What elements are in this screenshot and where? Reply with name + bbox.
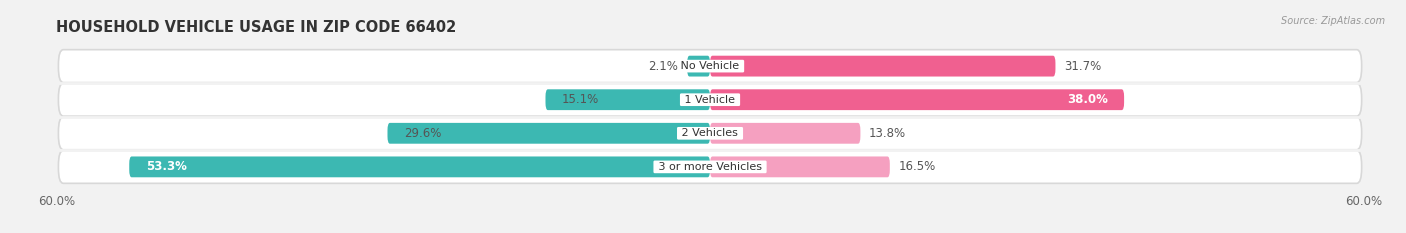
Text: 3 or more Vehicles: 3 or more Vehicles [655,162,765,172]
Text: 16.5%: 16.5% [898,160,936,173]
FancyBboxPatch shape [129,157,710,177]
Text: 53.3%: 53.3% [146,160,187,173]
Text: 13.8%: 13.8% [869,127,907,140]
Text: 2 Vehicles: 2 Vehicles [678,128,742,138]
Text: 15.1%: 15.1% [562,93,599,106]
Text: 2.1%: 2.1% [648,60,679,73]
Text: Source: ZipAtlas.com: Source: ZipAtlas.com [1281,16,1385,26]
FancyBboxPatch shape [710,56,1056,76]
Text: No Vehicle: No Vehicle [678,61,742,71]
FancyBboxPatch shape [59,117,1361,150]
Text: 31.7%: 31.7% [1064,60,1101,73]
Text: 38.0%: 38.0% [1067,93,1108,106]
Text: 1 Vehicle: 1 Vehicle [682,95,738,105]
FancyBboxPatch shape [388,123,710,144]
FancyBboxPatch shape [59,50,1361,82]
FancyBboxPatch shape [546,89,710,110]
FancyBboxPatch shape [688,56,710,76]
FancyBboxPatch shape [59,83,1361,116]
FancyBboxPatch shape [710,157,890,177]
FancyBboxPatch shape [710,123,860,144]
Text: HOUSEHOLD VEHICLE USAGE IN ZIP CODE 66402: HOUSEHOLD VEHICLE USAGE IN ZIP CODE 6640… [56,20,457,34]
Text: 29.6%: 29.6% [404,127,441,140]
FancyBboxPatch shape [59,151,1361,183]
FancyBboxPatch shape [710,89,1125,110]
